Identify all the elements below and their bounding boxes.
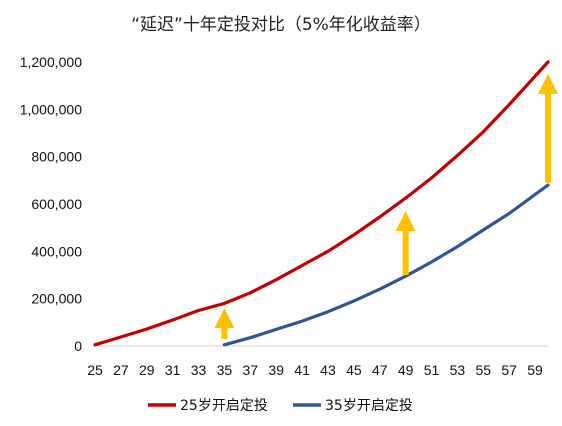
x-tick-label: 29 <box>139 362 155 378</box>
x-tick-label: 47 <box>372 362 388 378</box>
x-tick-label: 27 <box>113 362 129 378</box>
annotation-arrow <box>538 73 558 183</box>
y-tick-label: 800,000 <box>31 149 82 165</box>
y-axis-tick-labels: 0 200,000 400,000 600,000 800,000 1,000,000 1,… <box>20 54 83 354</box>
x-tick-label: 59 <box>527 362 543 378</box>
x-tick-label: 57 <box>501 362 517 378</box>
x-tick-label: 45 <box>346 362 362 378</box>
chart-title: “延迟”十年定投对比（5%年化收益率） <box>131 15 431 35</box>
annotation-arrows <box>214 73 558 339</box>
x-tick-label: 31 <box>165 362 181 378</box>
series-line-2 <box>222 183 550 347</box>
y-tick-label: 200,000 <box>31 291 82 307</box>
series-line-1 <box>93 60 550 347</box>
x-axis-tick-labels: 25 27 29 31 33 35 37 39 41 43 45 47 49 51 53 55 57 59 <box>87 362 543 378</box>
y-tick-label: 400,000 <box>31 243 82 259</box>
y-tick-label: 0 <box>74 338 82 354</box>
legend: 25岁开启定投 35岁开启定投 <box>148 398 413 414</box>
annotation-arrow <box>395 211 416 275</box>
x-tick-label: 25 <box>87 362 103 378</box>
y-tick-label: 1,000,000 <box>20 101 82 117</box>
x-tick-label: 43 <box>320 362 336 378</box>
annotation-arrow <box>214 308 235 339</box>
x-tick-label: 53 <box>450 362 466 378</box>
x-tick-label: 33 <box>191 362 207 378</box>
series-lines <box>93 60 550 347</box>
y-tick-label: 1,200,000 <box>20 54 82 70</box>
x-tick-label: 51 <box>424 362 440 378</box>
x-tick-label: 39 <box>268 362 284 378</box>
x-tick-label: 41 <box>294 362 310 378</box>
legend-label-2: 35岁开启定投 <box>325 398 413 414</box>
x-tick-label: 55 <box>475 362 491 378</box>
x-tick-label: 49 <box>398 362 414 378</box>
x-tick-label: 37 <box>243 362 259 378</box>
y-tick-label: 600,000 <box>31 196 82 212</box>
legend-label-1: 25岁开启定投 <box>180 398 268 414</box>
x-tick-label: 35 <box>217 362 233 378</box>
